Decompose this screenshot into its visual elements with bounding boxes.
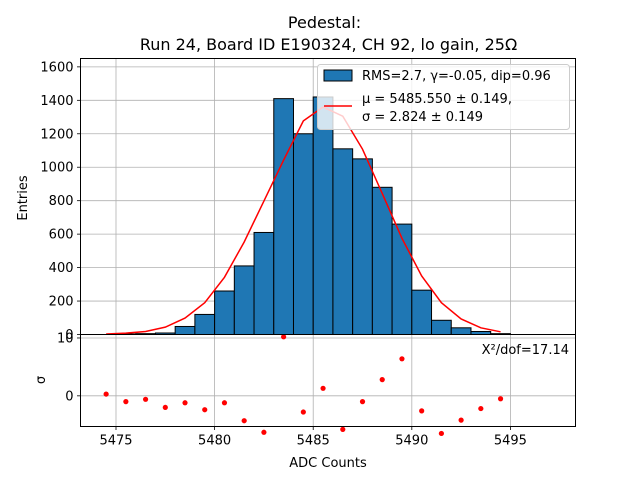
histogram-bar [253, 231, 275, 335]
top-y-tick-label: 1600 [40, 60, 73, 75]
residual-point [123, 399, 129, 405]
histogram-bar [214, 290, 235, 336]
gaussian-fit-curve [106, 106, 501, 335]
residual-point [478, 405, 484, 412]
histogram-bar [174, 325, 196, 336]
histogram-bar [411, 289, 433, 336]
histogram-bar [273, 98, 294, 335]
bottom-y-tick-label: 0 [65, 389, 73, 404]
residual-point [438, 430, 444, 437]
legend-hist-label: RMS=2.7, γ=-0.05, dip=0.96 [362, 69, 551, 84]
top-y-tick-label: 1200 [40, 127, 73, 142]
top-y-tick-label: 400 [49, 261, 74, 276]
bottom-axes-frame [80, 334, 576, 427]
residual-point [261, 429, 267, 435]
top-y-tick-label: 1400 [40, 94, 73, 109]
residual-point [458, 417, 464, 423]
residual-point [103, 391, 109, 397]
residual-point [497, 396, 504, 402]
residual-points [103, 334, 504, 437]
histogram-bar [233, 265, 255, 335]
x-tick-label: 5490 [395, 434, 428, 449]
residual-point [359, 399, 366, 405]
residual-point [162, 404, 168, 411]
residual-point [142, 396, 149, 402]
residual-point [182, 400, 188, 406]
bottom-x-ticks: 5475 5480 5485 5490 5495 [99, 426, 527, 449]
residual-point [379, 377, 385, 383]
x-tick-label: 5475 [99, 434, 132, 449]
residual-annotation: X²/dof=17.14 [482, 343, 569, 358]
top-y-tick-label: 1000 [40, 161, 73, 176]
bottom-y-tick-label: 10 [57, 331, 74, 346]
residual-point [241, 418, 247, 424]
histogram-bar [312, 96, 334, 335]
chart-title-line2: Run 24, Board ID E190324, CH 92, lo gain… [140, 35, 517, 54]
x-tick-label: 5480 [198, 434, 231, 449]
top-y-ticks: 0 200 400 600 800 1000 1200 1400 1600 [40, 60, 81, 343]
bottom-grid [80, 334, 576, 427]
x-axis-label: ADC Counts [289, 456, 367, 471]
residual-point [340, 426, 346, 432]
histogram-bar [450, 327, 472, 335]
residual-point [320, 385, 326, 391]
residual-point [419, 408, 425, 414]
residual-point [202, 407, 208, 413]
chart-title-line1: Pedestal: [288, 13, 361, 32]
histogram-bar [391, 223, 413, 336]
bottom-y-axis-label: σ [34, 376, 49, 384]
residual-point [221, 400, 228, 406]
residual-point [281, 334, 287, 340]
legend-box [317, 64, 570, 130]
x-tick-label: 5495 [494, 434, 527, 449]
histogram-bars [115, 96, 511, 336]
top-y-tick-label: 0 [65, 328, 73, 343]
histogram-bar [332, 148, 354, 335]
histogram-bar [292, 133, 314, 335]
x-tick-label: 5485 [297, 434, 330, 449]
histogram-bar [431, 319, 452, 336]
residual-point [300, 409, 306, 415]
legend: RMS=2.7, γ=-0.05, dip=0.96 μ = 5485.550 … [317, 64, 570, 130]
bottom-y-ticks: 010 [57, 331, 81, 404]
residual-point [399, 356, 405, 362]
top-y-axis-label: Entries [16, 175, 31, 221]
legend-fit-label-mu: μ = 5485.550 ± 0.149, [362, 92, 512, 107]
legend-fit-label-sigma: σ = 2.824 ± 0.149 [362, 110, 483, 125]
legend-hist-swatch [323, 69, 353, 82]
top-y-tick-label: 600 [49, 228, 74, 243]
top-y-tick-label: 200 [49, 295, 74, 310]
top-y-tick-label: 800 [49, 194, 74, 209]
histogram-bar [194, 313, 216, 336]
histogram-bar [352, 158, 373, 335]
